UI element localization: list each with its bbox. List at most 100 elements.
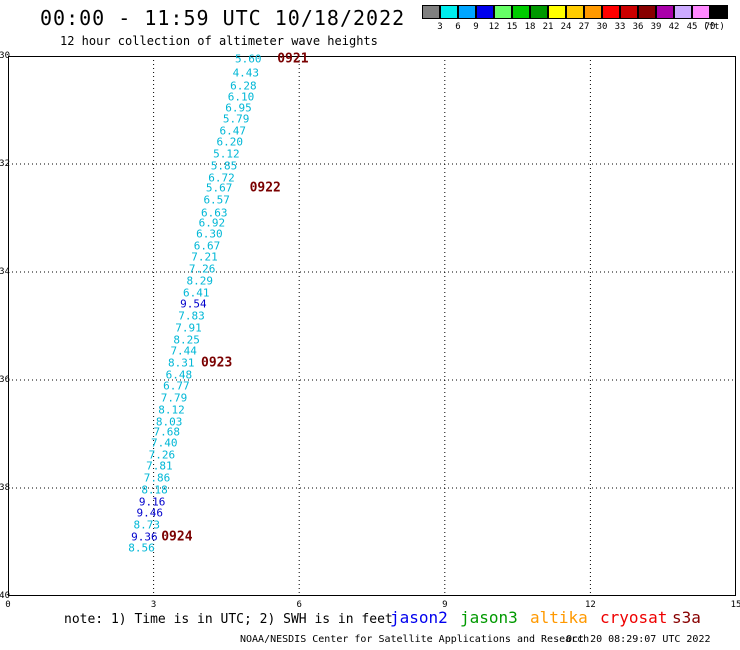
y-tick-label: -38: [0, 483, 10, 493]
wave-height-reading: 5.79: [222, 112, 250, 126]
wave-height-reading: 5.85: [210, 159, 238, 173]
wave-height-reading: 7.40: [151, 436, 178, 450]
legend-swatch: [584, 5, 602, 19]
wave-height-reading: 6.72: [208, 171, 235, 184]
footer-timestamp: Oct 20 08:29:07 UTC 2022: [566, 634, 711, 645]
satellite-name-cryosat: cryosat: [600, 608, 668, 627]
wave-height-reading: 5.12: [213, 147, 240, 161]
wave-height-reading: 9.46: [136, 506, 163, 520]
legend-swatch: [422, 5, 440, 19]
wave-height-reading: 7.83: [178, 309, 205, 323]
legend-label: 9: [473, 22, 479, 32]
pass-time-label: 0921: [277, 51, 309, 67]
legend-unit: (ft): [703, 22, 725, 32]
legend-swatch: [566, 5, 584, 19]
map-grid: [8, 56, 736, 596]
legend-swatch: [656, 5, 674, 19]
footer-note: note: 1) Time is in UTC; 2) SWH is in fe…: [64, 612, 393, 627]
pass-time-label: 0922: [249, 180, 281, 196]
wave-height-reading: 6.57: [203, 193, 230, 207]
wave-height-reading: 6.41: [183, 286, 210, 300]
wave-height-reading: 9.54: [180, 297, 207, 311]
legend-swatch: [458, 5, 476, 19]
y-tick-label: -30: [0, 51, 10, 61]
legend-swatch: [638, 5, 656, 19]
wave-height-reading: 7.44: [170, 344, 197, 358]
legend-swatch: [440, 5, 458, 19]
legend-swatch: [530, 5, 548, 19]
wave-height-reading: 8.25: [173, 333, 200, 346]
wave-height-reading: 6.28: [230, 79, 257, 93]
x-tick-label: 9: [442, 600, 448, 610]
x-tick-label: 6: [296, 600, 302, 610]
x-tick-label: 12: [584, 600, 596, 610]
wave-height-reading: 7.21: [191, 250, 218, 264]
wave-height-reading: 8.29: [186, 274, 213, 288]
legend-swatch: [692, 5, 710, 19]
satellite-name-altika: altika: [530, 608, 588, 627]
wave-height-reading: 6.10: [227, 90, 255, 103]
footer-credit: NOAA/NESDIS Center for Satellite Applica…: [240, 634, 590, 645]
legend-label: 30: [596, 22, 608, 32]
legend-label: 27: [578, 22, 590, 32]
wave-height-reading: 7.26: [148, 448, 176, 462]
wave-height-reading: 6.20: [216, 135, 244, 149]
legend-label: 33: [614, 22, 626, 32]
wave-height-reading: 7.26: [188, 262, 216, 276]
wave-height-reading: 9.16: [138, 495, 166, 508]
legend-label: 39: [650, 22, 662, 32]
legend-label: 12: [488, 22, 500, 32]
wave-height-reading: 5.67: [205, 181, 233, 195]
wave-height-reading: 6.48: [165, 368, 193, 382]
wave-height-reading: 8.03: [155, 415, 183, 429]
legend-swatch: [476, 5, 494, 19]
legend-swatch: [494, 5, 512, 19]
page-title: 00:00 - 11:59 UTC 10/18/2022: [40, 6, 406, 30]
legend-label: 24: [560, 22, 572, 32]
wave-height-reading: 8.56: [128, 541, 155, 555]
wave-height-reading: 6.63: [201, 206, 228, 220]
wave-height-reading: 8.12: [158, 403, 185, 417]
y-tick-label: -36: [0, 375, 10, 385]
wave-height-reading: 7.81: [146, 459, 173, 473]
wave-height-reading: 7.91: [175, 321, 202, 335]
wave-height-reading: 6.67: [193, 239, 221, 253]
legend-swatch: [602, 5, 620, 19]
satellite-name-jason2: jason2: [390, 608, 448, 627]
legend-swatch: [548, 5, 566, 19]
page-subtitle: 12 hour collection of altimeter wave hei…: [60, 34, 378, 48]
x-tick-label: 0: [5, 600, 11, 610]
wave-height-map: 03691215-30-32-34-36-38-405.604.436.286.…: [0, 51, 740, 610]
wave-height-reading: 9.36: [131, 530, 158, 544]
satellite-name-s3a: s3a: [672, 608, 701, 627]
legend-swatch: [620, 5, 638, 19]
wave-height-reading: 7.68: [153, 425, 180, 439]
legend-label: 42: [668, 22, 680, 32]
wave-height-reading: 6.77: [163, 379, 190, 393]
x-tick-label: 15: [730, 600, 740, 610]
wave-height-reading: 6.95: [225, 101, 252, 115]
legend-label: 21: [542, 22, 554, 32]
legend-swatch: [710, 5, 728, 19]
legend-swatch: [512, 5, 530, 19]
legend-label: 36: [632, 22, 644, 32]
legend-label: 45: [686, 22, 698, 32]
legend-label: 3: [437, 22, 443, 32]
pass-time-label: 0924: [161, 529, 193, 545]
legend-label: 6: [455, 22, 461, 32]
legend-label: 70: [704, 22, 716, 32]
y-tick-label: -40: [0, 591, 10, 601]
y-tick-label: -32: [0, 159, 10, 169]
wave-height-reading: 6.47: [219, 124, 246, 138]
y-tick-label: -34: [0, 267, 10, 277]
wave-height-reading: 8.73: [133, 518, 161, 532]
legend-label: 18: [524, 22, 536, 32]
wave-height-reading: 4.43: [232, 66, 260, 80]
wave-height-reading: 8.18: [141, 483, 168, 497]
wave-height-reading: 7.79: [160, 391, 188, 405]
wave-height-reading: 8.31: [168, 356, 195, 370]
wave-height-reading: 6.92: [198, 216, 226, 230]
wave-height-reading: 5.60: [234, 52, 262, 66]
legend-swatch: [674, 5, 692, 19]
wave-height-reading: 6.30: [196, 227, 223, 241]
